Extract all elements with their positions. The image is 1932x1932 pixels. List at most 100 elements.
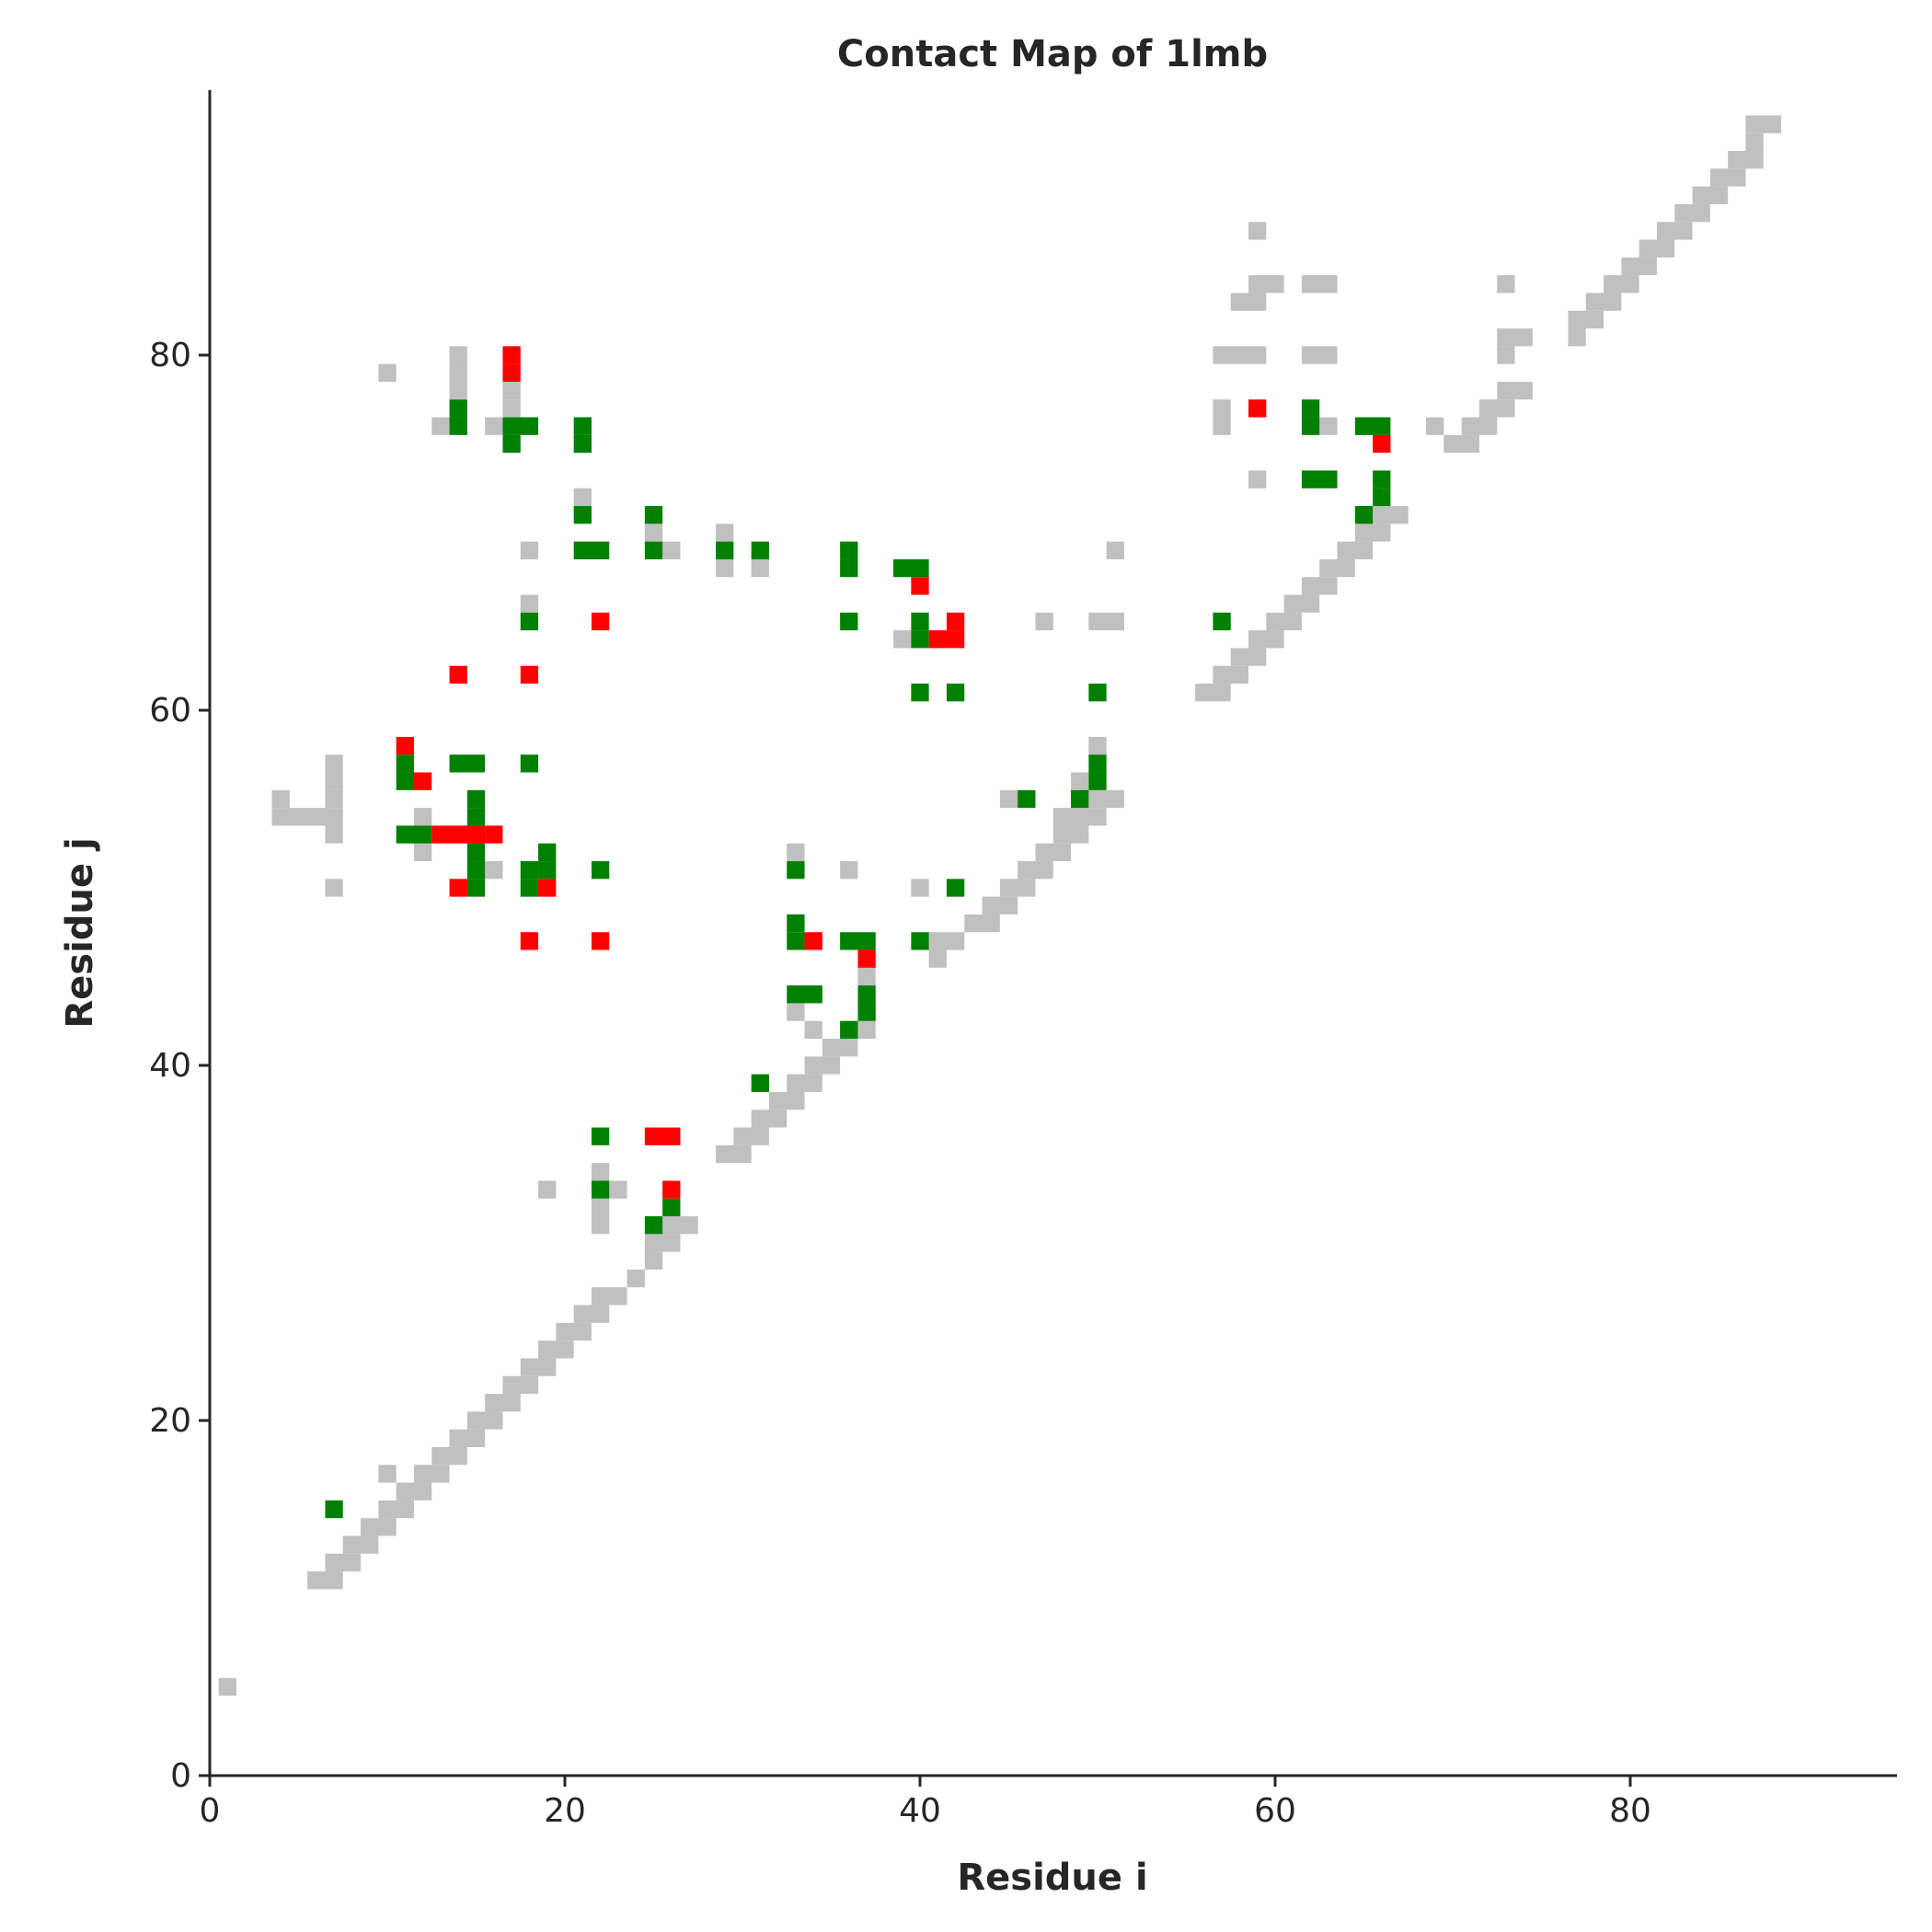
contact-cell-gray <box>449 381 467 400</box>
contact-cell-gray <box>716 523 734 542</box>
contact-cell-green <box>396 754 414 773</box>
contact-cell-gray <box>556 1322 592 1341</box>
contact-cell-green <box>538 843 557 862</box>
contact-cell-gray <box>1461 417 1498 435</box>
contact-cell-gray <box>485 861 503 880</box>
contact-cell-gray <box>716 1144 752 1164</box>
contact-cell-green <box>466 879 486 897</box>
contact-cell-gray <box>1674 203 1710 223</box>
contact-cell-gray <box>520 1358 557 1376</box>
contact-cell-gray <box>485 1394 521 1412</box>
contact-cell-gray <box>413 843 432 862</box>
contact-cell-green <box>573 417 592 435</box>
contact-cell-gray <box>431 1446 467 1466</box>
contact-cell-red <box>485 825 503 844</box>
contact-cell-gray <box>1497 275 1515 293</box>
contact-cell-gray <box>520 594 539 613</box>
contact-cell-gray <box>342 1535 379 1554</box>
contact-cell-gray <box>1478 399 1515 418</box>
contact-cell-gray <box>1088 789 1124 809</box>
contact-cell-gray <box>804 1020 822 1040</box>
contact-cell-gray <box>716 558 734 578</box>
contact-cell-gray <box>1088 612 1124 631</box>
contact-cell-green <box>591 861 610 880</box>
contact-cell-red <box>946 612 965 631</box>
contact-cell-gray <box>1639 239 1675 258</box>
axes <box>208 90 1897 1777</box>
contact-cell-green <box>466 861 486 880</box>
contact-cell-green <box>449 417 467 435</box>
x-tick-label: 0 <box>200 1792 221 1830</box>
contact-cell-gray <box>787 1074 822 1092</box>
contact-cell-green <box>449 754 486 773</box>
contact-cell-gray <box>1301 275 1338 293</box>
contact-cell-red <box>857 949 876 968</box>
x-axis-label: Residue i <box>957 1857 1147 1899</box>
contact-cell-green <box>911 612 929 631</box>
contact-cell-green <box>538 861 557 880</box>
contact-cell-gray <box>1354 523 1391 542</box>
x-tick-label: 60 <box>1254 1792 1296 1830</box>
contact-cell-green <box>787 932 805 950</box>
contact-cell-red <box>591 932 610 950</box>
contact-cell-green <box>840 541 858 559</box>
contact-cell-gray <box>520 541 539 559</box>
contact-cell-green <box>573 541 610 559</box>
contact-cell-gray <box>733 1127 769 1145</box>
contact-cell-green <box>325 1500 343 1519</box>
contact-cell-gray <box>787 843 805 862</box>
contact-cell-gray <box>1088 736 1107 755</box>
contact-cell-gray <box>307 1571 343 1590</box>
contact-cell-gray <box>768 1091 805 1110</box>
contact-cell-green <box>1301 399 1320 418</box>
contact-cell-green <box>911 630 929 649</box>
contact-cell-red <box>538 879 557 897</box>
contact-cell-gray <box>1497 381 1533 400</box>
contact-cell-gray <box>1071 772 1089 790</box>
contact-cell-gray <box>627 1269 645 1288</box>
contact-cell-green <box>1373 488 1391 507</box>
contact-cell-gray <box>1052 825 1089 844</box>
contact-cell-green <box>449 399 467 418</box>
contact-cell-gray <box>644 523 663 542</box>
contact-cell-green <box>520 879 539 897</box>
contact-cell-green <box>857 985 876 1004</box>
contact-cell-green <box>591 1180 610 1199</box>
contact-cell-gray <box>1248 470 1267 489</box>
contact-cell-gray <box>1213 399 1231 418</box>
contact-cell-green <box>520 612 539 631</box>
contact-cell-gray <box>1195 684 1231 702</box>
contact-cell-red <box>431 825 486 844</box>
contact-cell-red <box>644 1127 681 1145</box>
contact-cell-gray <box>431 417 450 435</box>
contact-cell-green <box>911 684 929 702</box>
contact-cell-green <box>1088 754 1107 773</box>
contact-cell-gray <box>1568 310 1604 329</box>
contact-cell-gray <box>1301 577 1338 595</box>
contact-cell-green <box>520 861 539 880</box>
contact-cell-green <box>911 932 929 950</box>
contact-cell-gray <box>271 789 290 809</box>
x-tick-label: 80 <box>1609 1792 1651 1830</box>
contact-cell-gray <box>999 879 1036 897</box>
contact-cell-gray <box>822 1039 858 1057</box>
contact-cell-gray <box>485 417 503 435</box>
y-ticks: 0 20 40 60 80 <box>149 337 210 1795</box>
contact-cell-green <box>1301 470 1338 489</box>
contact-cell-gray <box>644 1234 681 1252</box>
contact-cell-gray <box>1266 612 1302 631</box>
contact-cell-gray <box>1283 594 1320 613</box>
contact-cell-green <box>787 914 805 933</box>
contact-cell-gray <box>662 541 681 559</box>
contact-cell-gray <box>1497 346 1515 364</box>
contact-cell-red <box>413 772 432 790</box>
contact-cell-gray <box>1248 630 1284 649</box>
contact-cell-red <box>1248 399 1267 418</box>
contact-cell-gray <box>378 1500 414 1519</box>
contact-cell-gray <box>1745 115 1782 133</box>
contact-cell-green <box>716 541 734 559</box>
contact-cell-gray <box>325 789 343 809</box>
contact-cell-gray <box>1728 151 1764 169</box>
contact-cell-red <box>449 665 467 684</box>
contact-cell-red <box>928 630 965 649</box>
